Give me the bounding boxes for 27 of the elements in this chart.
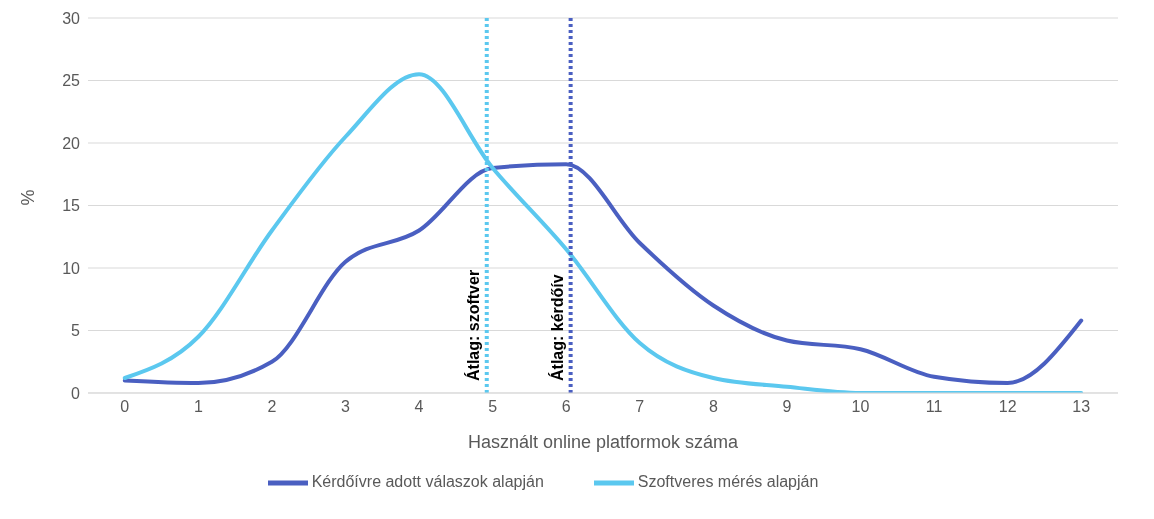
x-axis-title: Használt online platformok száma — [467, 432, 740, 452]
x-tick-label: 9 — [782, 398, 792, 416]
x-tick-label: 3 — [341, 398, 351, 416]
y-axis-title: % — [18, 189, 39, 206]
y-tick-label: 5 — [71, 322, 81, 340]
y-tick-label: 15 — [62, 197, 81, 215]
x-tick-label: 8 — [708, 398, 718, 416]
x-tick-label: 12 — [998, 398, 1017, 416]
y-tick-label: 10 — [62, 259, 81, 277]
x-tick-label: 1 — [193, 398, 203, 416]
x-tick-label: 10 — [851, 398, 870, 416]
y-tick-label: 30 — [62, 9, 81, 27]
x-tick-label: 2 — [267, 398, 277, 416]
x-tick-label: 13 — [1072, 398, 1091, 416]
legend-label: Kérdőívre adott válaszok alapján — [311, 473, 544, 491]
x-tick-label: 0 — [120, 398, 130, 416]
x-tick-label: 4 — [414, 398, 424, 416]
ref-line-label: Átlag: kérdőív — [547, 274, 566, 381]
x-tick-label: 7 — [635, 398, 645, 416]
x-tick-label: 11 — [925, 398, 943, 416]
y-tick-label: 25 — [62, 72, 81, 90]
x-tick-label: 5 — [488, 398, 498, 416]
y-tick-label: 0 — [71, 384, 81, 402]
ref-line-label: Átlag: szoftver — [463, 269, 482, 381]
x-tick-label: 6 — [561, 398, 571, 416]
y-tick-label: 20 — [62, 134, 81, 152]
legend-label: Szoftveres mérés alapján — [637, 473, 819, 491]
